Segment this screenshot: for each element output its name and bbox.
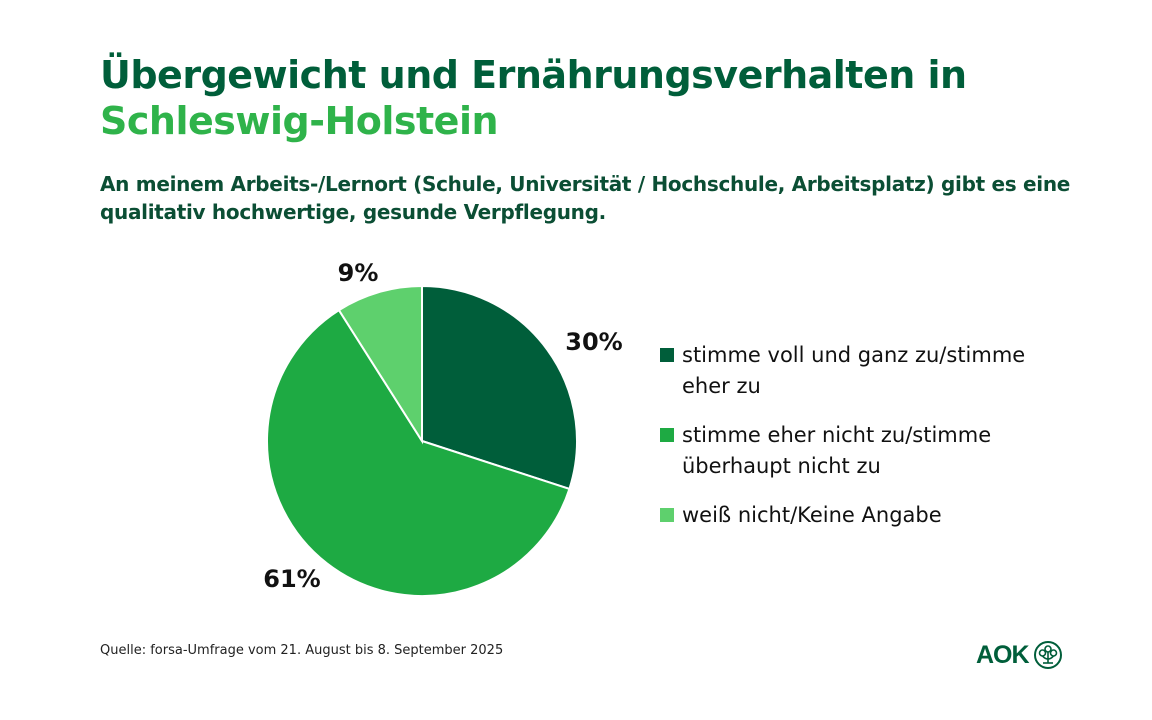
legend-item: stimme eher nicht zu/stimme überhaupt ni… bbox=[660, 420, 1042, 482]
title-line-2: Schleswig-Holstein bbox=[100, 99, 499, 143]
pie-slice bbox=[337, 284, 423, 445]
pie-slice bbox=[266, 308, 571, 597]
aok-tree-icon bbox=[1033, 641, 1062, 669]
legend-label: stimme eher nicht zu/stimme überhaupt ni… bbox=[682, 423, 992, 478]
logo-text: AOK bbox=[976, 640, 1030, 669]
slice-data-label: 61% bbox=[263, 565, 320, 593]
legend-swatch bbox=[660, 508, 674, 522]
title-line-1: Übergewicht und Ernährungsverhalten in bbox=[100, 53, 967, 97]
pie-slice bbox=[421, 284, 578, 491]
legend-label: stimme voll und ganz zu/stimme eher zu bbox=[682, 343, 1026, 398]
legend-item: stimme voll und ganz zu/stimme eher zu bbox=[660, 340, 1042, 402]
slice-data-label: 9% bbox=[338, 259, 379, 287]
chart-title: Übergewicht und Ernährungsverhalten in S… bbox=[100, 52, 967, 144]
legend-item: weiß nicht/Keine Angabe bbox=[660, 500, 1042, 531]
legend-swatch bbox=[660, 428, 674, 442]
legend: stimme voll und ganz zu/stimme eher zu s… bbox=[660, 340, 1042, 549]
chart-subtitle: An meinem Arbeits-/Lernort (Schule, Univ… bbox=[100, 172, 1071, 224]
aok-logo: AOK bbox=[976, 640, 1063, 670]
slice-data-label: 30% bbox=[565, 328, 622, 356]
legend-label: weiß nicht/Keine Angabe bbox=[682, 503, 942, 527]
legend-swatch bbox=[660, 348, 674, 362]
source-note: Quelle: forsa-Umfrage vom 21. August bis… bbox=[100, 643, 504, 658]
